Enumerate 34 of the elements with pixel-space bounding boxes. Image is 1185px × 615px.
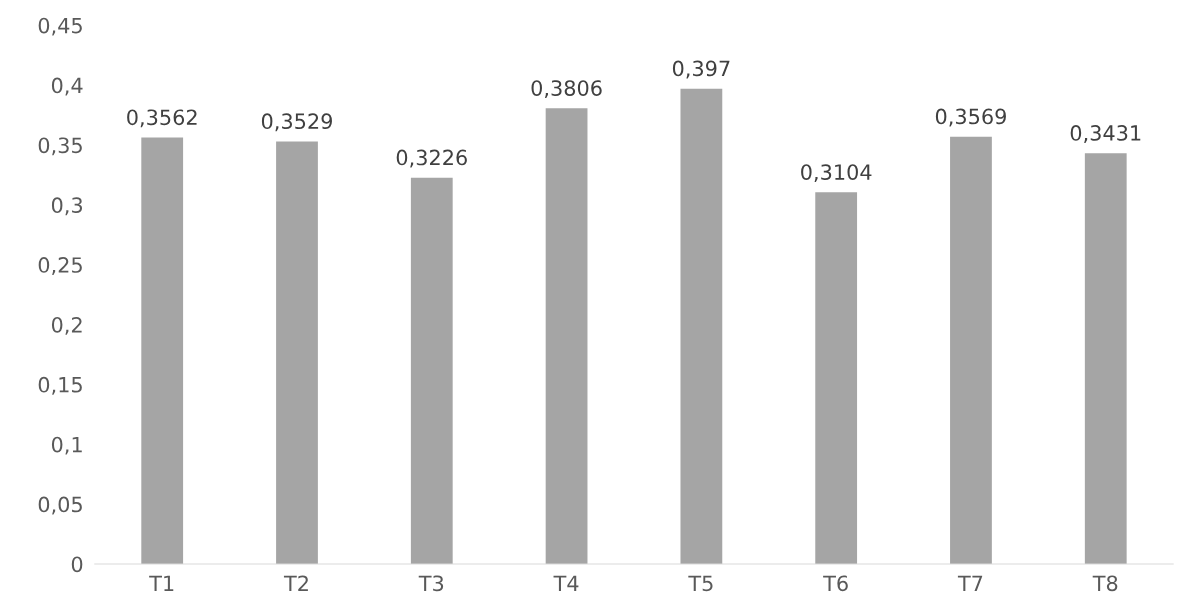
y-tick-label: 0,35 (38, 137, 82, 156)
x-tick-label: T3 (418, 575, 444, 592)
data-label: 0,3569 (935, 108, 1006, 127)
x-tick-label: T5 (688, 575, 713, 592)
x-tick-label: T6 (823, 575, 848, 592)
x-tick-label: T1 (149, 575, 174, 591)
bar (680, 88, 723, 564)
data-label: 0,3104 (801, 164, 872, 183)
bar (1084, 153, 1127, 564)
bar (276, 141, 318, 564)
y-tick-label: 0,4 (51, 77, 83, 96)
data-label: 0,3431 (1070, 125, 1141, 143)
bar (815, 192, 858, 564)
x-tick-label: T4 (553, 575, 579, 591)
data-label: 0,3529 (261, 113, 332, 132)
y-tick-label: 0 (71, 556, 83, 573)
x-tick-label: T7 (957, 575, 983, 591)
y-tick-label: 0,2 (51, 316, 82, 335)
x-tick-label: T8 (1092, 575, 1118, 592)
x-tick-label: T2 (283, 575, 308, 591)
data-label: 0,3806 (531, 80, 602, 99)
bar (545, 108, 588, 564)
bar (410, 177, 453, 564)
y-tick-label: 0,3 (51, 197, 83, 216)
y-tick-label: 0,25 (38, 257, 82, 275)
data-label: 0,3562 (127, 109, 197, 128)
y-tick-label: 0,45 (38, 17, 82, 36)
bar (141, 137, 184, 564)
y-tick-label: 0,1 (51, 436, 82, 455)
data-label: 0,397 (672, 60, 730, 79)
y-tick-label: 0,05 (38, 496, 82, 515)
bar (950, 136, 992, 564)
data-label: 0,3226 (396, 149, 467, 168)
y-tick-label: 0,15 (38, 376, 82, 395)
